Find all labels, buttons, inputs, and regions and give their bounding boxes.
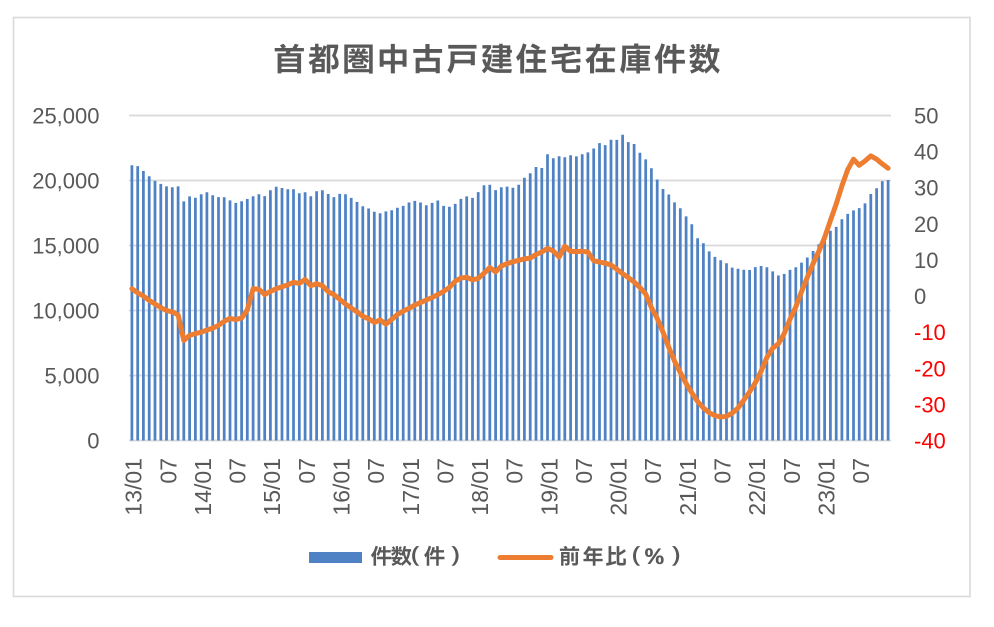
svg-text:07: 07 [571,458,597,484]
svg-text:07: 07 [710,458,736,484]
svg-text:-20: -20 [914,356,946,381]
svg-text:40: 40 [914,140,938,165]
svg-text:30: 30 [914,176,938,201]
svg-text:07: 07 [225,458,251,484]
svg-text:07: 07 [294,458,320,484]
svg-text:16/01: 16/01 [329,458,355,516]
svg-text:17/01: 17/01 [398,458,424,516]
svg-text:21/01: 21/01 [675,458,701,516]
svg-text:19/01: 19/01 [536,458,562,516]
svg-text:10,000: 10,000 [32,299,99,324]
svg-text:18/01: 18/01 [467,458,493,516]
svg-text:5,000: 5,000 [44,364,99,389]
svg-text:07: 07 [779,458,805,484]
svg-text:15/01: 15/01 [259,458,285,516]
svg-text:0: 0 [87,429,99,454]
svg-text:23/01: 23/01 [813,458,839,516]
svg-text:14/01: 14/01 [190,458,216,516]
svg-text:07: 07 [363,458,389,484]
svg-text:0: 0 [914,284,926,309]
svg-text:07: 07 [432,458,458,484]
svg-text:07: 07 [848,458,874,484]
svg-text:07: 07 [502,458,528,484]
svg-text:-10: -10 [914,320,946,345]
svg-text:07: 07 [155,458,181,484]
svg-text:22/01: 22/01 [744,458,770,516]
svg-text:25,000: 25,000 [32,104,99,129]
svg-text:13/01: 13/01 [121,458,147,516]
svg-text:10: 10 [914,248,938,273]
svg-text:15,000: 15,000 [32,234,99,259]
svg-text:20,000: 20,000 [32,169,99,194]
svg-text:-40: -40 [914,429,946,454]
svg-text:-30: -30 [914,392,946,417]
svg-text:50: 50 [914,104,938,129]
svg-text:20/01: 20/01 [606,458,632,516]
svg-text:20: 20 [914,212,938,237]
svg-text:07: 07 [640,458,666,484]
